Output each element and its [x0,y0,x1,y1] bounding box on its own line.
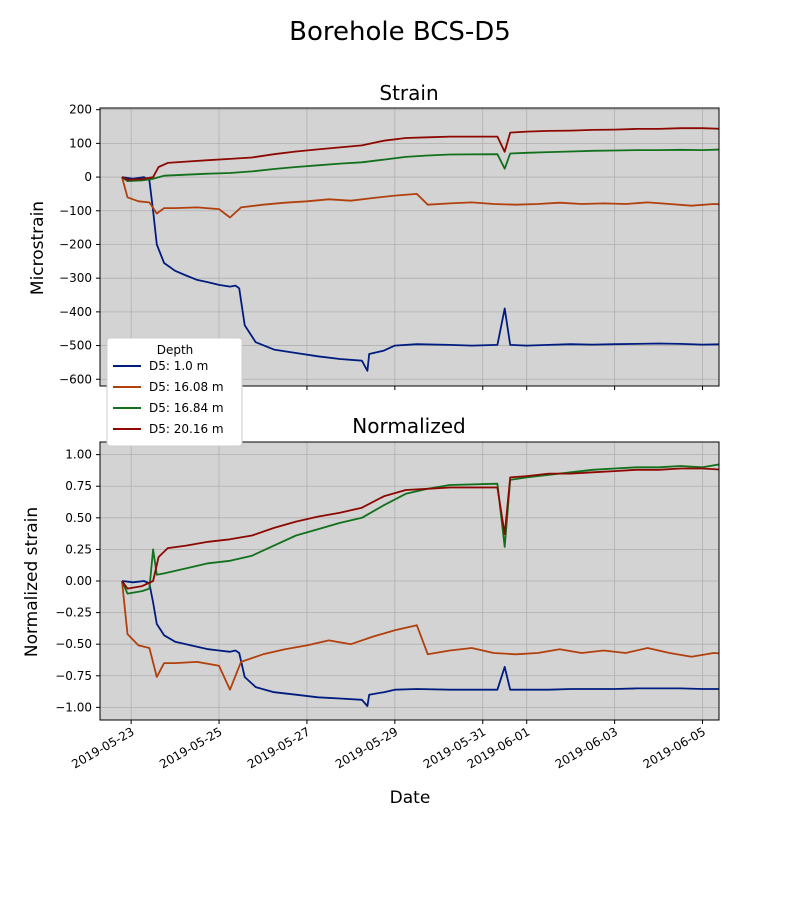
series-line-d5-16-84-m [121,463,719,595]
x-tick-label: 2019-06-03 [553,724,620,771]
legend: Depth D5: 1.0 m D5: 16.08 m D5: 16.84 m D5:… [106,337,243,447]
y-tick-label: −0.75 [55,669,92,683]
normalized-x-ticks: 2019-05-23 2019-05-25 2019-05-27 2019-05-29… [69,720,708,771]
x-axis-label: Date [390,788,431,808]
strain-y-ticks: 200 100 0 −100 −200 −300 −400 −500 −600 [59,103,100,386]
y-tick-label: −100 [59,204,92,218]
y-tick-label: 0.00 [65,574,92,588]
y-tick-label: −0.50 [55,637,92,651]
y-tick-label: 200 [69,103,92,117]
x-tick-label: 2019-06-05 [641,724,708,771]
x-tick-label: 2019-05-23 [69,724,136,771]
y-tick-label: −200 [59,237,92,251]
y-tick-label: 0 [84,170,92,184]
figure-title: Borehole BCS-D5 [289,17,511,47]
strain-plot-frame [99,107,720,387]
x-tick-label: 2019-05-25 [157,724,224,771]
legend-entry: D5: 16.84 m [149,401,224,415]
series-line-d5-1-0-m [121,580,719,707]
strain-panel-title: Strain [379,81,438,105]
legend-entry: D5: 16.08 m [149,380,224,394]
strain-y-axis-label: Microstrain [28,201,48,295]
legend-entry: D5: 20.16 m [149,422,224,436]
series-line-d5-1-0-m [121,176,719,372]
y-tick-label: −300 [59,271,92,285]
series-line-d5-20-16-m [121,467,719,590]
y-tick-label: −400 [59,305,92,319]
x-tick-label: 2019-05-27 [245,724,312,771]
y-tick-label: 0.50 [65,511,92,525]
series-line-d5-16-08-m [121,176,719,219]
normalized-y-axis-label: Normalized strain [22,507,42,657]
normalized-grid [100,442,719,720]
normalized-panel: 1.00 0.75 0.50 0.25 0.00 −0.25 −0.50 −0.75 −1.00… [22,414,720,808]
x-tick-label: 2019-05-29 [333,724,400,771]
y-tick-label: −0.25 [55,606,92,620]
normalized-y-ticks: 1.00 0.75 0.50 0.25 0.00 −0.25 −0.50 −0.75 −1.00 [55,448,100,714]
y-tick-label: 1.00 [65,448,92,462]
y-tick-label: −1.00 [55,700,92,714]
legend-title: Depth [157,343,194,357]
y-tick-label: 0.25 [65,542,92,556]
series-line-d5-16-08-m [121,580,719,691]
strain-series-lines [121,127,719,372]
y-tick-label: 0.75 [65,479,92,493]
series-line-d5-16-84-m [121,148,719,183]
normalized-series-lines [121,463,719,707]
y-tick-label: −500 [59,339,92,353]
y-tick-label: −600 [59,372,92,386]
normalized-panel-title: Normalized [352,414,465,438]
y-tick-label: 100 [69,136,92,150]
legend-entry: D5: 1.0 m [149,359,208,373]
series-line-d5-20-16-m [121,127,719,181]
